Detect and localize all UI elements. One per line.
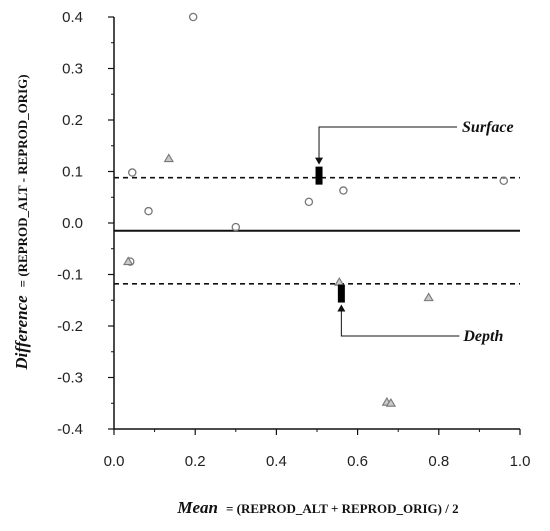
- arrow-line: [318, 126, 458, 164]
- y-tick-label: 0.1: [62, 164, 83, 181]
- data-points: [123, 12, 509, 407]
- triangle-point: [385, 397, 397, 407]
- x-axis-title-rest: = (REPROD_ALT + REPROD_ORIG) / 2: [226, 501, 459, 516]
- circle-point: [304, 197, 314, 207]
- y-tick-label: -0.1: [57, 267, 83, 284]
- marker-depth: [337, 284, 345, 303]
- annotation-label: Depth: [462, 328, 503, 345]
- y-tick-label: -0.4: [57, 421, 83, 438]
- circle-point: [339, 186, 348, 195]
- x-tick-label: 1.0: [510, 453, 531, 470]
- y-axis-title: Difference = (REPROD_ALT - REPROD_ORIG): [12, 74, 31, 370]
- x-tick-label: 0.6: [347, 453, 368, 470]
- triangle-point: [163, 153, 174, 163]
- x-tick-label: 0.0: [104, 453, 125, 470]
- y-tick-label: -0.2: [57, 318, 83, 335]
- y-tick-label: 0.2: [62, 112, 83, 129]
- x-tick-label: 0.8: [428, 453, 449, 470]
- marker-surface: [315, 166, 323, 185]
- arrow-line: [340, 305, 460, 337]
- axes: 0.4 0.3 0.2 0.1 0.0 -0.1 -0.2 -0.3 -0.4 0.0 0.2 0.4…: [57, 9, 530, 470]
- triangle-point: [423, 292, 434, 302]
- annotation-label: Surface: [462, 119, 514, 136]
- circle-point: [188, 12, 198, 22]
- arrow-head: [337, 304, 346, 312]
- x-axis-title: Mean = (REPROD_ALT + REPROD_ORIG) / 2: [176, 498, 458, 517]
- y-tick-label: 0.3: [62, 61, 83, 78]
- y-tick-label: 0.0: [62, 215, 83, 232]
- circle-point: [499, 176, 509, 186]
- y-axis-title-emph: Difference: [12, 295, 31, 371]
- x-tick-label: 0.4: [266, 453, 287, 470]
- circle-point: [231, 222, 241, 232]
- x-axis-title-emph: Mean: [176, 498, 218, 517]
- triangle-point: [334, 276, 345, 286]
- reference-lines: [114, 176, 520, 285]
- arrow-head: [315, 157, 324, 165]
- circle-point: [128, 168, 137, 177]
- y-tick-label: -0.3: [57, 370, 83, 387]
- x-tick-label: 0.2: [185, 453, 206, 470]
- y-axis-title-rest: = (REPROD_ALT - REPROD_ORIG): [15, 74, 30, 287]
- annotations: Surface Depth: [315, 119, 514, 345]
- circle-point: [144, 206, 153, 216]
- y-tick-label: 0.4: [62, 9, 83, 26]
- triangle-point: [123, 256, 134, 266]
- axis-titles: Mean = (REPROD_ALT + REPROD_ORIG) / 2 Di…: [12, 74, 459, 517]
